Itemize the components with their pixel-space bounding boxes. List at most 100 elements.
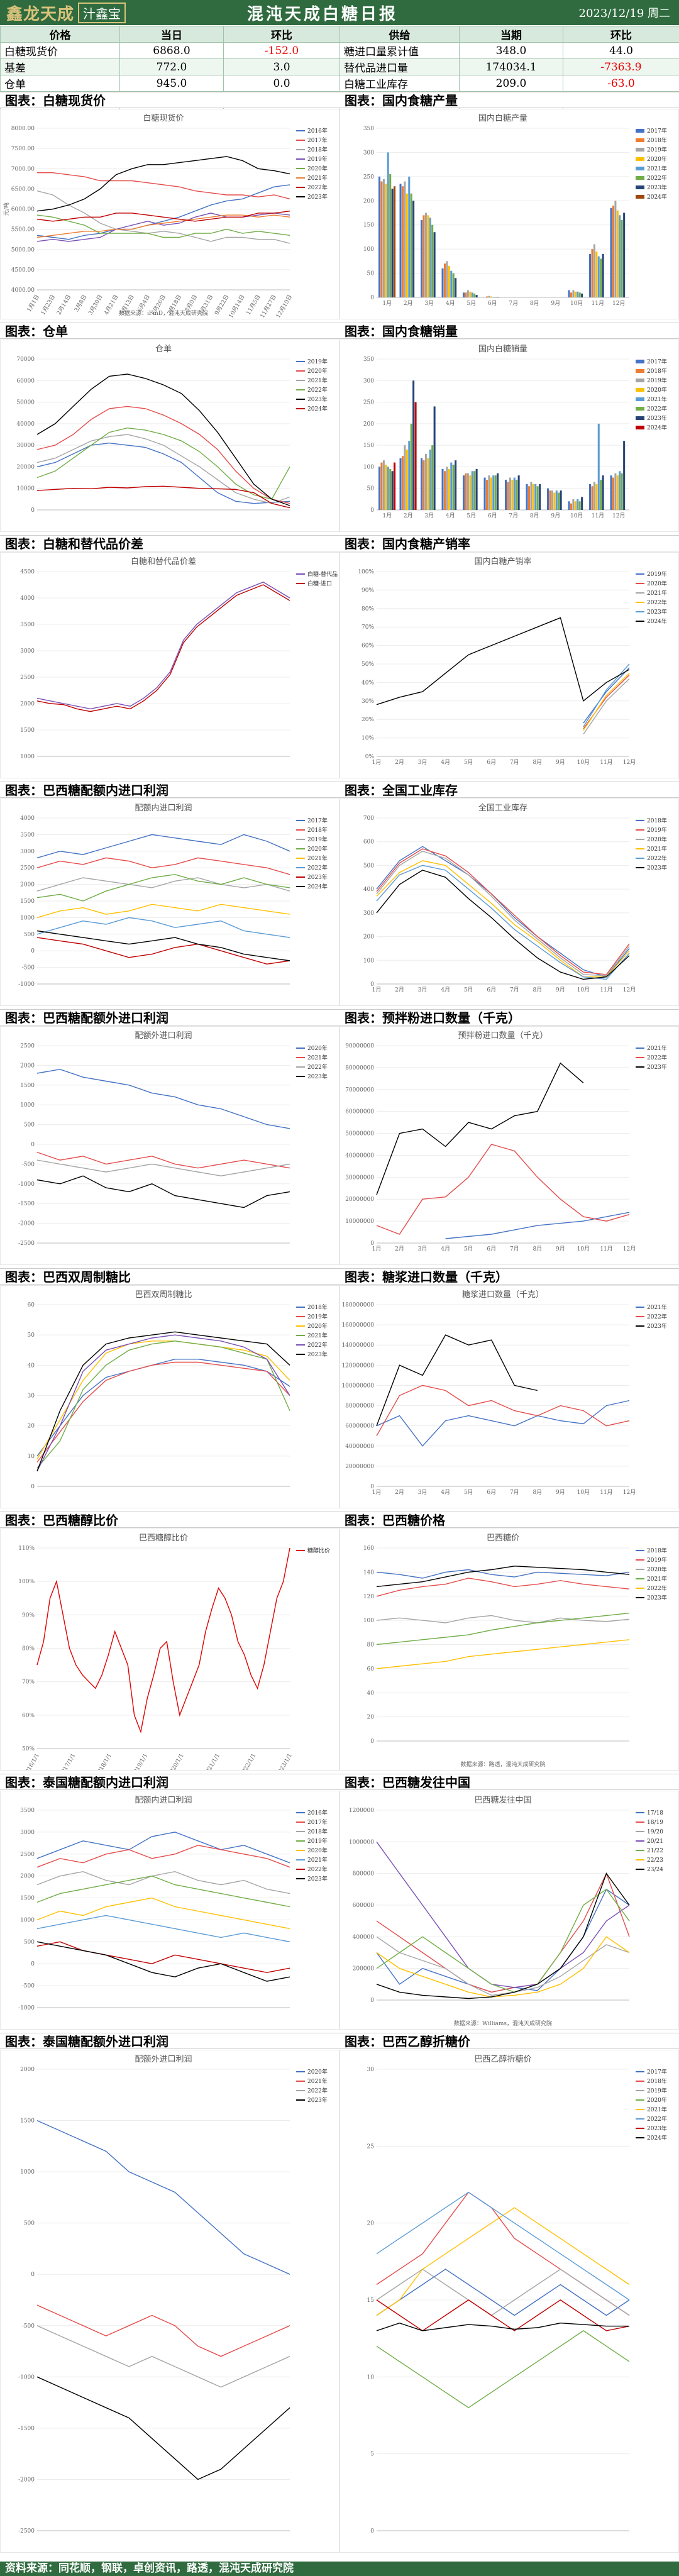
series-line xyxy=(36,874,290,902)
table-cell: -7363.9 xyxy=(563,58,679,75)
table-header: 环比 xyxy=(223,26,340,43)
bar xyxy=(471,292,473,297)
bar xyxy=(427,215,429,297)
y-tick-label: 70000000 xyxy=(345,1087,374,1093)
y-tick-label: 150 xyxy=(363,443,374,449)
x-tick-label: 2月 xyxy=(404,300,413,307)
legend-label: 2021年 xyxy=(647,165,667,172)
report-title: 混沌天成白糖日报 xyxy=(246,4,398,24)
bar xyxy=(616,475,619,510)
legend-label: 2019年 xyxy=(647,1556,667,1564)
table-cell: 3.0 xyxy=(223,58,340,75)
x-tick-label: 11月 xyxy=(592,512,604,519)
chart-svg: 巴西糖醇比价 110% 100% 90% 80% 70% 60% 50%2016/1/1 201… xyxy=(18,1533,330,1771)
y-tick-label: 160 xyxy=(363,1545,374,1552)
chart-title: 巴西糖发往中国 xyxy=(474,1795,531,1805)
bar xyxy=(517,475,520,510)
legend-label: 2020年 xyxy=(647,155,667,163)
bar xyxy=(574,501,577,510)
series-line xyxy=(36,834,290,859)
y-tick-label: 6500.00 xyxy=(11,186,35,192)
x-tick-label: 10月 xyxy=(577,1246,590,1252)
x-tick-label: 1月1日 xyxy=(26,294,41,313)
y-tick-label: 15 xyxy=(367,2297,375,2304)
y-tick-label: 2000 xyxy=(20,701,35,707)
legend-label: 2023年 xyxy=(647,1063,667,1071)
y-tick-label: 20 xyxy=(367,2221,375,2227)
y-tick-label: 60000000 xyxy=(345,1109,374,1115)
series-line xyxy=(36,2120,290,2275)
x-tick-label: 5月 xyxy=(466,300,476,307)
y-tick-label: -1000 xyxy=(18,2005,35,2011)
bar xyxy=(602,253,604,297)
y-tick-label: 500 xyxy=(24,1939,35,1945)
series-line xyxy=(36,190,290,244)
legend-label: 2021年 xyxy=(647,1303,667,1311)
report-header: 鑫龙天成 汁鑫宝 混沌天成白糖日报 2023/12/19 周二 xyxy=(0,0,679,25)
bar xyxy=(378,467,381,510)
chart-title: 国内白糖产销率 xyxy=(474,556,531,567)
x-tick-label: 2016/1/1 xyxy=(23,1753,41,1771)
y-tick-label: 70% xyxy=(362,624,374,631)
bar xyxy=(427,458,429,510)
legend-label: 2021年 xyxy=(307,854,328,862)
table-cell: 174034.1 xyxy=(459,58,563,75)
x-tick-label: 8月 xyxy=(533,987,542,993)
y-tick-label: 200000 xyxy=(353,1966,375,1972)
x-tick-label: 5月 xyxy=(464,987,473,993)
bar xyxy=(385,465,387,510)
series-line xyxy=(36,1547,290,1733)
chart-title: 配额外进口利润 xyxy=(135,1031,192,1041)
bar xyxy=(511,480,514,510)
chart-title: 国内白糖销量 xyxy=(478,344,527,354)
chart-panel-prod_sales_ratio: 国内白糖产销率 100% 90% 80% 70% 60% 50% 40% 30% 20% 10% 0%… xyxy=(340,552,679,778)
y-tick-label: 0 xyxy=(370,295,374,301)
bar xyxy=(463,292,465,297)
chart-section-title: 图表：巴西双周制糖比 xyxy=(0,1268,340,1285)
legend-label: 2022年 xyxy=(647,854,667,862)
x-tick-label: 10月 xyxy=(570,512,583,519)
legend-label: 2017年 xyxy=(647,2068,667,2076)
series-line xyxy=(376,1062,584,1195)
x-tick-label: 3月30日 xyxy=(87,294,104,316)
legend-label: 2022年 xyxy=(647,174,667,182)
bar xyxy=(494,475,497,510)
y-tick-label: 40 xyxy=(28,1363,35,1369)
x-tick-label: 2月 xyxy=(395,759,404,766)
bar xyxy=(414,402,417,510)
bar xyxy=(578,292,581,297)
legend-label: 2020年 xyxy=(647,836,667,843)
y-tick-label: 1000 xyxy=(20,2169,35,2175)
series-line xyxy=(36,1941,290,1973)
x-tick-label: 6月 xyxy=(487,759,496,766)
series-line xyxy=(36,1341,290,1459)
y-tick-label: 4000.00 xyxy=(11,287,35,294)
bar xyxy=(568,290,570,297)
bar xyxy=(547,488,549,510)
chart-section-title: 图表：巴西糖配额内进口利润 xyxy=(0,782,340,798)
y-tick-label: 150 xyxy=(363,223,374,229)
y-tick-label: 50 xyxy=(28,1332,35,1339)
y-tick-label: -500 xyxy=(22,1983,35,1989)
y-tick-label: 100000000 xyxy=(341,1383,374,1389)
bar xyxy=(408,441,411,510)
x-tick-label: 4月 xyxy=(446,512,455,519)
bar xyxy=(619,471,621,510)
y-tick-label: 50% xyxy=(22,1746,35,1752)
series-line xyxy=(583,663,630,727)
bar xyxy=(527,486,530,510)
series-line xyxy=(36,1845,290,1868)
x-tick-label: 3月 xyxy=(418,987,428,993)
legend-label: 2021年 xyxy=(647,589,667,597)
y-tick-label: 10000 xyxy=(16,486,35,492)
bar xyxy=(410,193,412,297)
legend-label: 2022年 xyxy=(307,386,328,394)
y-tick-label: 0 xyxy=(370,1484,374,1490)
x-tick-label: 12月 xyxy=(623,1489,636,1496)
bar xyxy=(412,201,415,297)
x-tick-label: 9月22日 xyxy=(213,294,230,316)
bar xyxy=(431,224,434,297)
series-line xyxy=(583,678,630,735)
chart-title: 配额内进口利润 xyxy=(135,803,192,813)
x-tick-label: 11月 xyxy=(600,987,612,993)
